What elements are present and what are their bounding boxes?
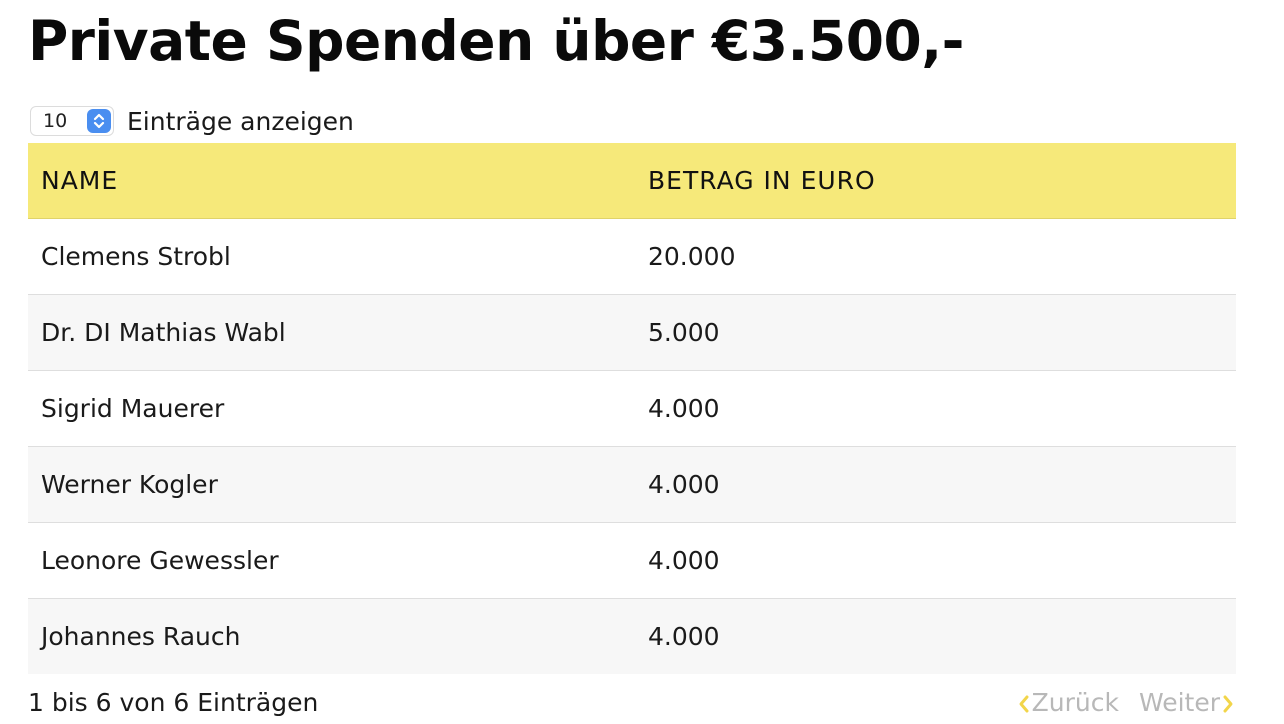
entries-per-page-value: 10	[43, 110, 68, 132]
cell-amount: 4.000	[648, 394, 720, 423]
previous-page-button[interactable]: Zurück	[1016, 688, 1119, 717]
cell-amount: 20.000	[648, 242, 736, 271]
pagination: Zurück Weiter	[1016, 688, 1236, 717]
table-row: Johannes Rauch 4.000	[28, 599, 1236, 674]
entries-length-label: Einträge anzeigen	[127, 106, 354, 136]
column-header-name[interactable]: NAME	[41, 166, 119, 195]
updown-chevron-icon	[87, 109, 111, 133]
cell-name: Dr. DI Mathias Wabl	[41, 318, 286, 347]
cell-name: Werner Kogler	[41, 470, 218, 499]
table-row: Clemens Strobl 20.000	[28, 219, 1236, 295]
table-row: Dr. DI Mathias Wabl 5.000	[28, 295, 1236, 371]
table-header-row: NAME BETRAG IN EURO	[28, 143, 1236, 219]
cell-name: Clemens Strobl	[41, 242, 231, 271]
table-row: Leonore Gewessler 4.000	[28, 523, 1236, 599]
page-title: Private Spenden über €3.500,-	[28, 9, 964, 73]
next-page-button[interactable]: Weiter	[1139, 688, 1236, 717]
table-info-text: 1 bis 6 von 6 Einträgen	[28, 688, 319, 717]
cell-amount: 4.000	[648, 470, 720, 499]
next-page-label: Weiter	[1138, 688, 1220, 717]
cell-amount: 4.000	[648, 622, 720, 651]
donations-table: NAME BETRAG IN EURO Clemens Strobl 20.00…	[28, 143, 1236, 674]
previous-page-label: Zurück	[1031, 688, 1119, 717]
table-row: Sigrid Mauerer 4.000	[28, 371, 1236, 447]
chevron-right-icon	[1220, 692, 1236, 714]
cell-amount: 4.000	[648, 546, 720, 575]
column-header-amount[interactable]: BETRAG IN EURO	[648, 166, 876, 195]
entries-per-page-select[interactable]: 10	[30, 106, 114, 136]
cell-name: Leonore Gewessler	[41, 546, 279, 575]
cell-amount: 5.000	[648, 318, 720, 347]
entries-length-control: 10 Einträge anzeigen	[30, 104, 354, 138]
table-row: Werner Kogler 4.000	[28, 447, 1236, 523]
chevron-left-icon	[1016, 692, 1032, 714]
cell-name: Johannes Rauch	[41, 622, 241, 651]
cell-name: Sigrid Mauerer	[41, 394, 225, 423]
